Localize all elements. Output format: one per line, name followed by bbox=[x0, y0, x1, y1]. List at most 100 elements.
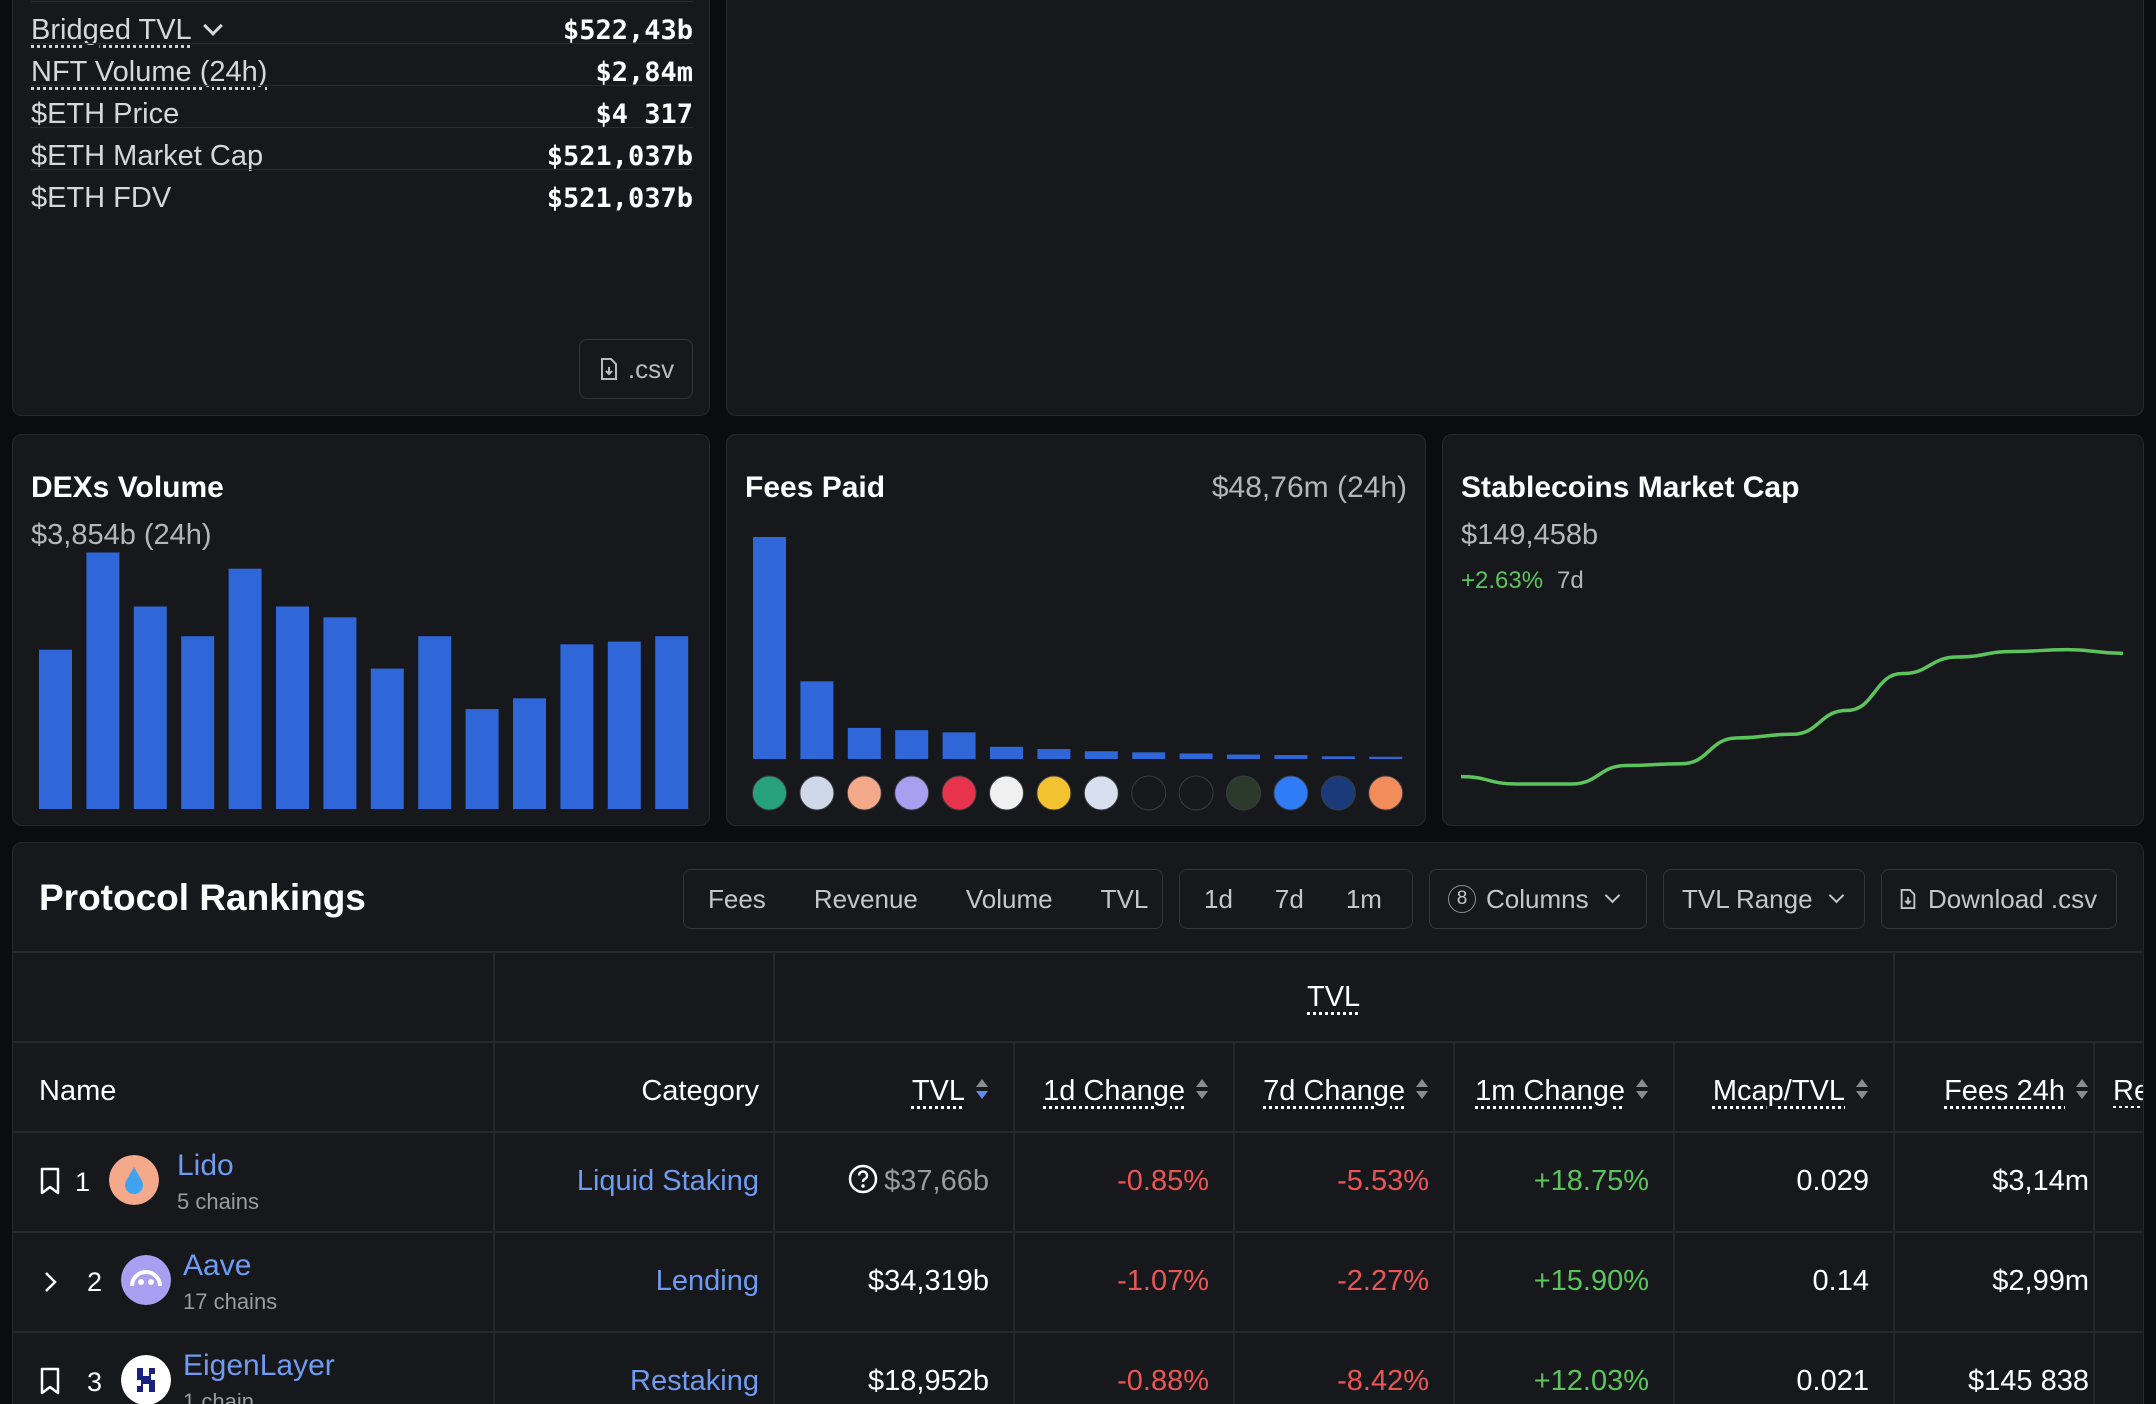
bookmark-icon[interactable] bbox=[39, 1167, 61, 1195]
header-fees-24h[interactable]: Fees 24h bbox=[1944, 1075, 2089, 1108]
fees-paid-bar bbox=[1084, 751, 1118, 759]
mcap-tvl: 0.029 bbox=[1796, 1165, 1869, 1197]
dex-volume-bar bbox=[655, 636, 689, 809]
columns-dropdown[interactable]: 8 Columns bbox=[1429, 869, 1647, 929]
tab-1d[interactable]: 1d bbox=[1204, 883, 1233, 914]
stat-label[interactable]: NFT Volume (24h) bbox=[31, 56, 268, 88]
divider bbox=[13, 1331, 2143, 1333]
fees-paid-card: Fees Paid $48,76m (24h) bbox=[726, 434, 1426, 826]
tab-7d[interactable]: 7d bbox=[1274, 883, 1304, 914]
stat-label: $ETH FDV bbox=[31, 182, 172, 214]
chicken-icon bbox=[1178, 775, 1214, 811]
divider bbox=[2093, 1041, 2095, 1404]
download-label: Download .csv bbox=[1928, 883, 2098, 914]
group-header-tvl: TVL bbox=[1307, 981, 1361, 1013]
change-1d: -1.07% bbox=[1117, 1265, 1209, 1297]
header-tvl[interactable]: TVL bbox=[912, 1075, 989, 1108]
category-link[interactable]: Liquid Staking bbox=[576, 1165, 759, 1197]
header-name[interactable]: Name bbox=[39, 1075, 117, 1107]
protocol-name[interactable]: Aave bbox=[183, 1249, 252, 1282]
ethereum-icon bbox=[1036, 775, 1072, 811]
tab-1m[interactable]: 1m bbox=[1345, 883, 1382, 914]
csv-download-button[interactable]: .csv bbox=[579, 339, 693, 399]
columns-label: Columns bbox=[1486, 883, 1589, 914]
protocol-chains: 17 chains bbox=[183, 1289, 278, 1314]
change-7d: -2.27% bbox=[1337, 1265, 1429, 1297]
divider bbox=[13, 1041, 2143, 1043]
divider bbox=[1893, 951, 1895, 1404]
divider bbox=[13, 951, 2143, 953]
divider bbox=[1673, 1041, 1675, 1404]
stat-row-eth-fdv: $ETH FDV $521,037b bbox=[31, 169, 693, 227]
jupiter-icon bbox=[989, 775, 1024, 811]
tab-tvl[interactable]: TVL bbox=[1100, 883, 1149, 914]
header-1m-change[interactable]: 1m Change bbox=[1475, 1075, 1649, 1108]
sort-icon bbox=[1855, 1079, 1869, 1101]
tvl-value: $34,319b bbox=[868, 1265, 989, 1297]
ondo-icon bbox=[1226, 775, 1261, 811]
chain-stats-card: Bridged TVL $522,43b NFT Volume (24h) $2… bbox=[12, 0, 710, 416]
tvl-range-dropdown[interactable]: TVL Range bbox=[1663, 869, 1865, 929]
dex-volume-bar bbox=[39, 649, 72, 809]
stablecoins-chart bbox=[1460, 647, 2124, 786]
header-7d-change[interactable]: 7d Change bbox=[1263, 1075, 1429, 1108]
fees-24h: $2,99m bbox=[1992, 1265, 2089, 1297]
table-row[interactable]: 3 EigenLayer 1 chain Restaking $18,952b … bbox=[13, 1331, 2143, 1404]
dex-volume-bar bbox=[323, 617, 357, 809]
stat-row-eth-price: $ETH Price $4 317 bbox=[31, 85, 693, 143]
chevron-right-icon[interactable] bbox=[41, 1269, 61, 1295]
stat-label[interactable]: Bridged TVL bbox=[31, 14, 223, 47]
dex-volume-chart bbox=[39, 552, 689, 809]
header-category[interactable]: Category bbox=[641, 1075, 759, 1107]
category-link[interactable]: Restaking bbox=[630, 1365, 759, 1397]
sort-icon bbox=[975, 1079, 989, 1101]
file-download-icon bbox=[600, 358, 617, 380]
protocol-name[interactable]: Lido bbox=[177, 1149, 234, 1182]
bookmark-icon[interactable] bbox=[39, 1367, 61, 1395]
header-revenue[interactable]: Re bbox=[2113, 1075, 2143, 1107]
stat-row-bridged-tvl[interactable]: Bridged TVL $522,43b bbox=[31, 1, 693, 59]
stat-value: $2,84m bbox=[595, 57, 693, 88]
header-1m-change-label: 1m Change bbox=[1475, 1075, 1625, 1107]
stat-label: $ETH Price bbox=[31, 98, 180, 130]
rankings-title: Protocol Rankings bbox=[39, 877, 366, 918]
table-row[interactable]: 2 Aave 17 chains Lending $34,319b -1.07%… bbox=[13, 1231, 2143, 1331]
table-row[interactable]: 1 Lido 5 chains Liquid Staking $37,66b -… bbox=[13, 1131, 2143, 1231]
rank-number: 3 bbox=[87, 1367, 103, 1397]
header-1d-change[interactable]: 1d Change bbox=[1043, 1075, 1209, 1108]
chevron-down-icon bbox=[1604, 887, 1620, 903]
tab-fees[interactable]: Fees bbox=[708, 883, 766, 914]
sort-icon bbox=[2075, 1079, 2089, 1101]
dex-volume-bar bbox=[418, 636, 452, 809]
header-mcap-tvl[interactable]: Mcap/TVL bbox=[1713, 1075, 1869, 1108]
fees-paid-bar bbox=[990, 746, 1023, 759]
protocol-name[interactable]: EigenLayer bbox=[183, 1349, 335, 1382]
category-link[interactable]: Lending bbox=[655, 1265, 759, 1297]
question-icon[interactable] bbox=[848, 1164, 878, 1194]
stat-label: $ETH Market Cap bbox=[31, 140, 264, 172]
divider bbox=[1453, 1041, 1455, 1404]
stat-value: $522,43b bbox=[562, 15, 693, 46]
mcap-tvl: 0.14 bbox=[1812, 1265, 1869, 1297]
chevron-down-icon[interactable] bbox=[202, 16, 223, 36]
rank-number: 2 bbox=[87, 1267, 103, 1297]
dex-volume-bar bbox=[560, 644, 594, 809]
dex-volume-card: DEXs Volume $3,854b (24h) bbox=[12, 434, 710, 826]
chevron-down-icon bbox=[1828, 887, 1844, 903]
card-value: $149,458b bbox=[1461, 519, 1599, 551]
tab-volume[interactable]: Volume bbox=[965, 883, 1053, 914]
dex-volume-bar bbox=[513, 698, 546, 809]
header-mcap-tvl-label: Mcap/TVL bbox=[1712, 1075, 1845, 1107]
dex-volume-bar bbox=[86, 552, 120, 809]
stat-row-eth-market-cap: $ETH Market Cap $521,037b bbox=[31, 127, 693, 185]
divider bbox=[13, 1131, 2143, 1133]
stat-row-nft-volume: NFT Volume (24h) $2,84m bbox=[31, 43, 693, 101]
protocol-chains: 5 chains bbox=[177, 1189, 259, 1214]
download-csv-button[interactable]: Download .csv bbox=[1881, 869, 2117, 929]
stat-value: $4 317 bbox=[595, 99, 693, 130]
metric-tabs: Fees Revenue Volume TVL bbox=[683, 869, 1163, 929]
aave-logo-icon bbox=[121, 1255, 171, 1305]
tab-revenue[interactable]: Revenue bbox=[813, 883, 918, 914]
tvl-text: $37,66b bbox=[884, 1165, 989, 1197]
divider bbox=[773, 951, 775, 1404]
